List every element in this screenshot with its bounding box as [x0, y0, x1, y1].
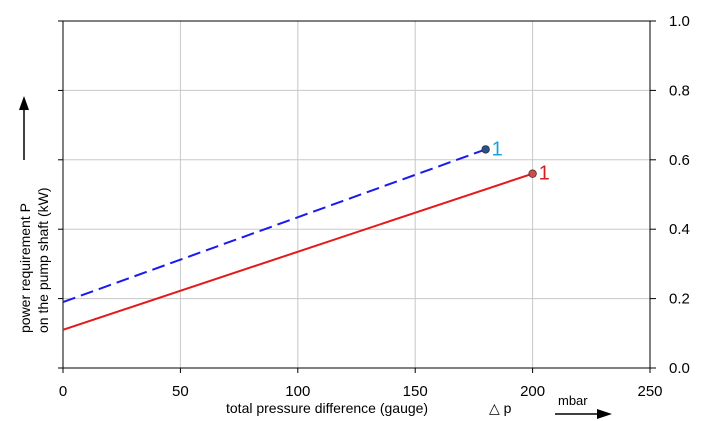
y-tick-label: 0.2 — [669, 291, 690, 308]
series-end-label-2: 1 — [539, 163, 550, 185]
series-line-1 — [62, 148, 486, 304]
series-line-2 — [62, 172, 533, 331]
series-end-marker-1 — [481, 145, 490, 154]
plot-frame — [62, 20, 651, 369]
series-end-label-1: 1 — [492, 138, 503, 160]
y-axis-label-line2: on the pump shaft (kW) — [35, 187, 51, 333]
x-tick-label: 150 — [403, 383, 428, 400]
y-tick-label: 1.0 — [669, 13, 690, 30]
y-tick-label: 0.8 — [669, 82, 690, 99]
x-tick-label: 50 — [172, 383, 189, 400]
x-tick-label: 100 — [285, 383, 310, 400]
x-tick-label: 0 — [59, 383, 67, 400]
series-end-marker-2 — [528, 169, 537, 178]
x-axis-symbol: △ p — [489, 400, 512, 416]
x-tick-label: 200 — [520, 383, 545, 400]
y-tick-label: 0.6 — [669, 152, 690, 169]
x-tick-label: 250 — [637, 383, 662, 400]
x-axis-ticks: 0 50 100 150 200 250 — [59, 368, 663, 400]
y-axis-ticks: 0.0 0.2 0.4 0.6 0.8 1.0 — [58, 13, 690, 377]
grid-lines — [63, 21, 650, 368]
x-axis-arrow — [555, 409, 612, 419]
y-tick-label: 0.4 — [669, 221, 690, 238]
y-tick-label: 0.0 — [669, 360, 690, 377]
y-axis-label-line1: power requirement P — [17, 203, 33, 333]
x-axis-unit: mbar — [558, 393, 588, 408]
y-axis-arrow — [19, 96, 29, 160]
series-layer: 11 — [62, 138, 550, 331]
x-axis-label: total pressure difference (gauge) — [226, 400, 428, 416]
